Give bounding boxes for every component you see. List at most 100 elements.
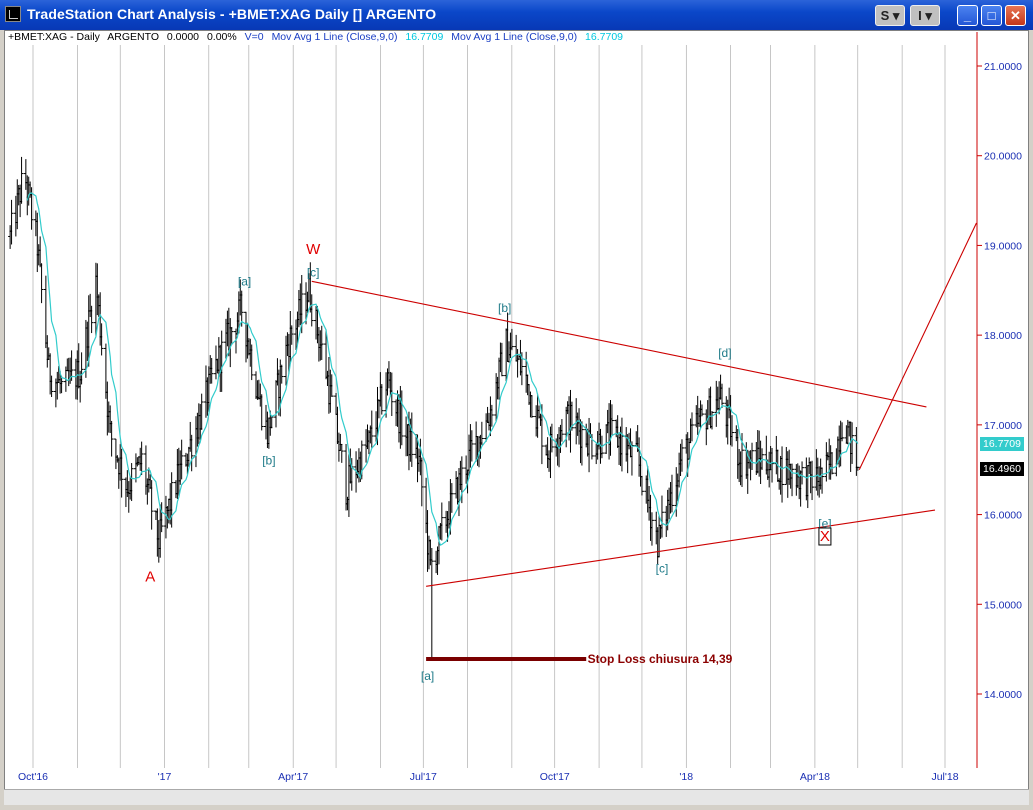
price-bar <box>179 439 184 480</box>
pattern-label: X <box>820 528 830 545</box>
horizontal-scrollbar[interactable] <box>4 789 1029 805</box>
status-ma2-value: 16.7709 <box>585 31 624 43</box>
status-volume: V=0 <box>244 31 264 43</box>
x-tick-label: Jul'17 <box>410 771 437 783</box>
x-tick-label: Jul'18 <box>931 771 958 783</box>
wave-label: [c] <box>307 265 320 279</box>
symbol-menu-button[interactable]: S ▾ <box>875 5 905 26</box>
price-bar <box>699 404 704 417</box>
price-bar <box>840 422 845 442</box>
price-bar <box>529 395 534 418</box>
y-tick-label: 14.0000 <box>984 689 1022 701</box>
price-bar <box>709 411 714 430</box>
indicator-menu-button[interactable]: I ▾ <box>910 5 940 26</box>
x-tick-label: Oct'17 <box>540 771 570 783</box>
price-bar <box>199 393 204 430</box>
price-bar <box>720 383 725 408</box>
trendlines-layer <box>311 222 977 662</box>
price-bar <box>119 448 124 498</box>
status-name: ARGENTO <box>107 31 159 43</box>
stop-loss-label: Stop Loss chiusura 14,39 <box>588 652 733 666</box>
maximize-button[interactable]: □ <box>981 5 1002 26</box>
wave-label: [b] <box>262 454 275 468</box>
price-bar <box>239 290 244 327</box>
price-bar <box>419 457 424 507</box>
price-bar <box>249 344 254 381</box>
price-bar <box>269 415 274 429</box>
price-bars-layer <box>8 156 860 660</box>
trendline-upper <box>311 280 927 408</box>
x-tick-label: Apr'17 <box>278 771 308 783</box>
price-bar <box>299 275 304 334</box>
close-button[interactable]: ✕ <box>1005 5 1026 26</box>
minimize-button[interactable]: _ <box>957 5 978 26</box>
price-bar <box>499 342 504 377</box>
trendline-projection <box>858 222 977 470</box>
price-bar <box>289 325 294 345</box>
y-tick-label: 15.0000 <box>984 599 1022 611</box>
price-bar <box>824 442 829 482</box>
window-title: TradeStation Chart Analysis - +BMET:XAG … <box>27 6 437 22</box>
wave-label: [a] <box>421 669 434 683</box>
y-tick-label: 16.0000 <box>984 510 1022 522</box>
price-bar <box>689 412 694 442</box>
status-percent: 0.00% <box>206 31 237 43</box>
price-bar <box>830 452 835 475</box>
app-icon <box>5 6 21 22</box>
price-bar <box>409 412 414 467</box>
price-bar <box>149 480 154 530</box>
price-bar <box>189 434 194 472</box>
price-bar <box>509 328 514 351</box>
wave-label: [c] <box>656 561 669 575</box>
price-bar <box>810 460 815 501</box>
y-tick-label: 21.0000 <box>984 61 1022 73</box>
price-bar <box>469 430 474 462</box>
status-line: +BMET:XAG - Daily ARGENTO 0.0000 0.00% V… <box>8 31 628 43</box>
price-bar <box>439 502 444 541</box>
price-bar <box>139 441 144 476</box>
price-bar <box>209 357 214 384</box>
label-box <box>818 527 832 546</box>
price-bar <box>669 474 674 513</box>
ma-price-tag: 16.7709 <box>980 437 1024 452</box>
price-bar <box>489 404 494 427</box>
price-bar <box>770 448 775 483</box>
window-titlebar: TradeStation Chart Analysis - +BMET:XAG … <box>0 0 1033 30</box>
grid-layer <box>32 45 946 768</box>
price-bar <box>309 294 314 327</box>
price-bar <box>429 547 434 660</box>
moving-average-line <box>26 192 859 546</box>
price-bar <box>649 512 654 546</box>
wave-label: [d] <box>718 346 731 360</box>
price-bar <box>609 404 614 437</box>
x-tick-label: Oct'16 <box>18 771 48 783</box>
price-bar <box>369 410 374 449</box>
x-tick-label: '18 <box>679 771 693 783</box>
price-bar <box>780 446 785 503</box>
price-bar <box>339 443 344 463</box>
price-bar <box>274 380 279 428</box>
price-bar <box>39 263 44 304</box>
price-bar <box>850 422 855 464</box>
price-bar <box>800 461 805 485</box>
pattern-label: W <box>306 241 321 258</box>
chart-panel[interactable] <box>4 30 1029 804</box>
price-bar <box>169 472 174 528</box>
price-bar <box>319 325 324 360</box>
price-bar <box>99 323 104 356</box>
price-bar <box>159 502 164 533</box>
price-bar <box>279 364 284 384</box>
wave-label: [e] <box>818 517 831 531</box>
price-bar <box>109 420 114 457</box>
price-bar <box>59 375 64 394</box>
trendline-lower <box>426 509 936 587</box>
price-bar <box>820 467 825 494</box>
price-bar <box>379 384 384 415</box>
wave-label: [a] <box>238 274 251 288</box>
y-tick-label: 18.0000 <box>984 330 1022 342</box>
price-bar <box>329 374 334 397</box>
price-bar <box>79 352 84 385</box>
price-bar <box>389 372 394 417</box>
price-bar <box>49 375 54 398</box>
